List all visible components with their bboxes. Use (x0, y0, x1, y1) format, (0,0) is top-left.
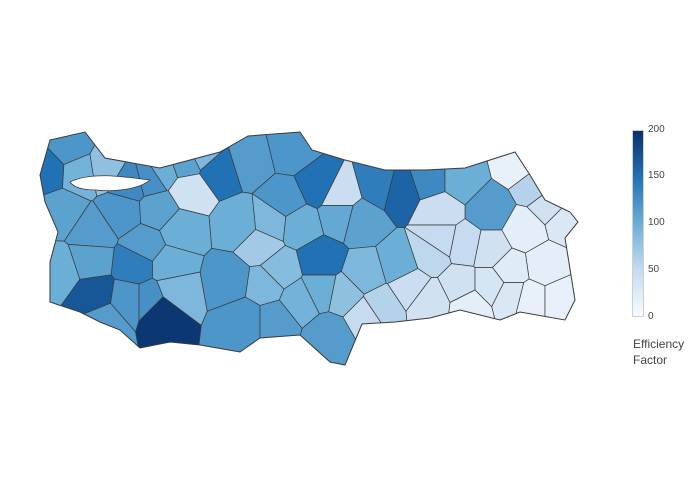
colorbar-title-line-1: Efficiency (633, 337, 685, 351)
province-layer (40, 100, 640, 380)
colorbar-tick-50: 50 (648, 264, 660, 275)
sea-of-marmara (69, 175, 151, 192)
colorbar-title: Efficiency Factor (633, 336, 684, 368)
province-igdir[interactable] (544, 130, 640, 266)
province-artvin[interactable] (471, 100, 628, 190)
province-kars[interactable] (526, 122, 640, 226)
province-bilecik[interactable] (139, 190, 180, 231)
colorbar-tick-100: 100 (648, 217, 665, 228)
colorbar-tick-200: 200 (648, 124, 665, 135)
province-zonguldak[interactable] (150, 100, 201, 179)
colorbar-tick-0: 0 (648, 311, 654, 322)
province-hakkari[interactable] (544, 261, 640, 380)
country-border (39, 131, 579, 366)
province-ardahan[interactable] (507, 100, 640, 208)
colorbar (632, 130, 644, 317)
province-kirsehir[interactable] (232, 229, 286, 267)
colorbar-title-line-2: Factor (633, 353, 668, 367)
colorbar-tick-150: 150 (648, 170, 665, 181)
